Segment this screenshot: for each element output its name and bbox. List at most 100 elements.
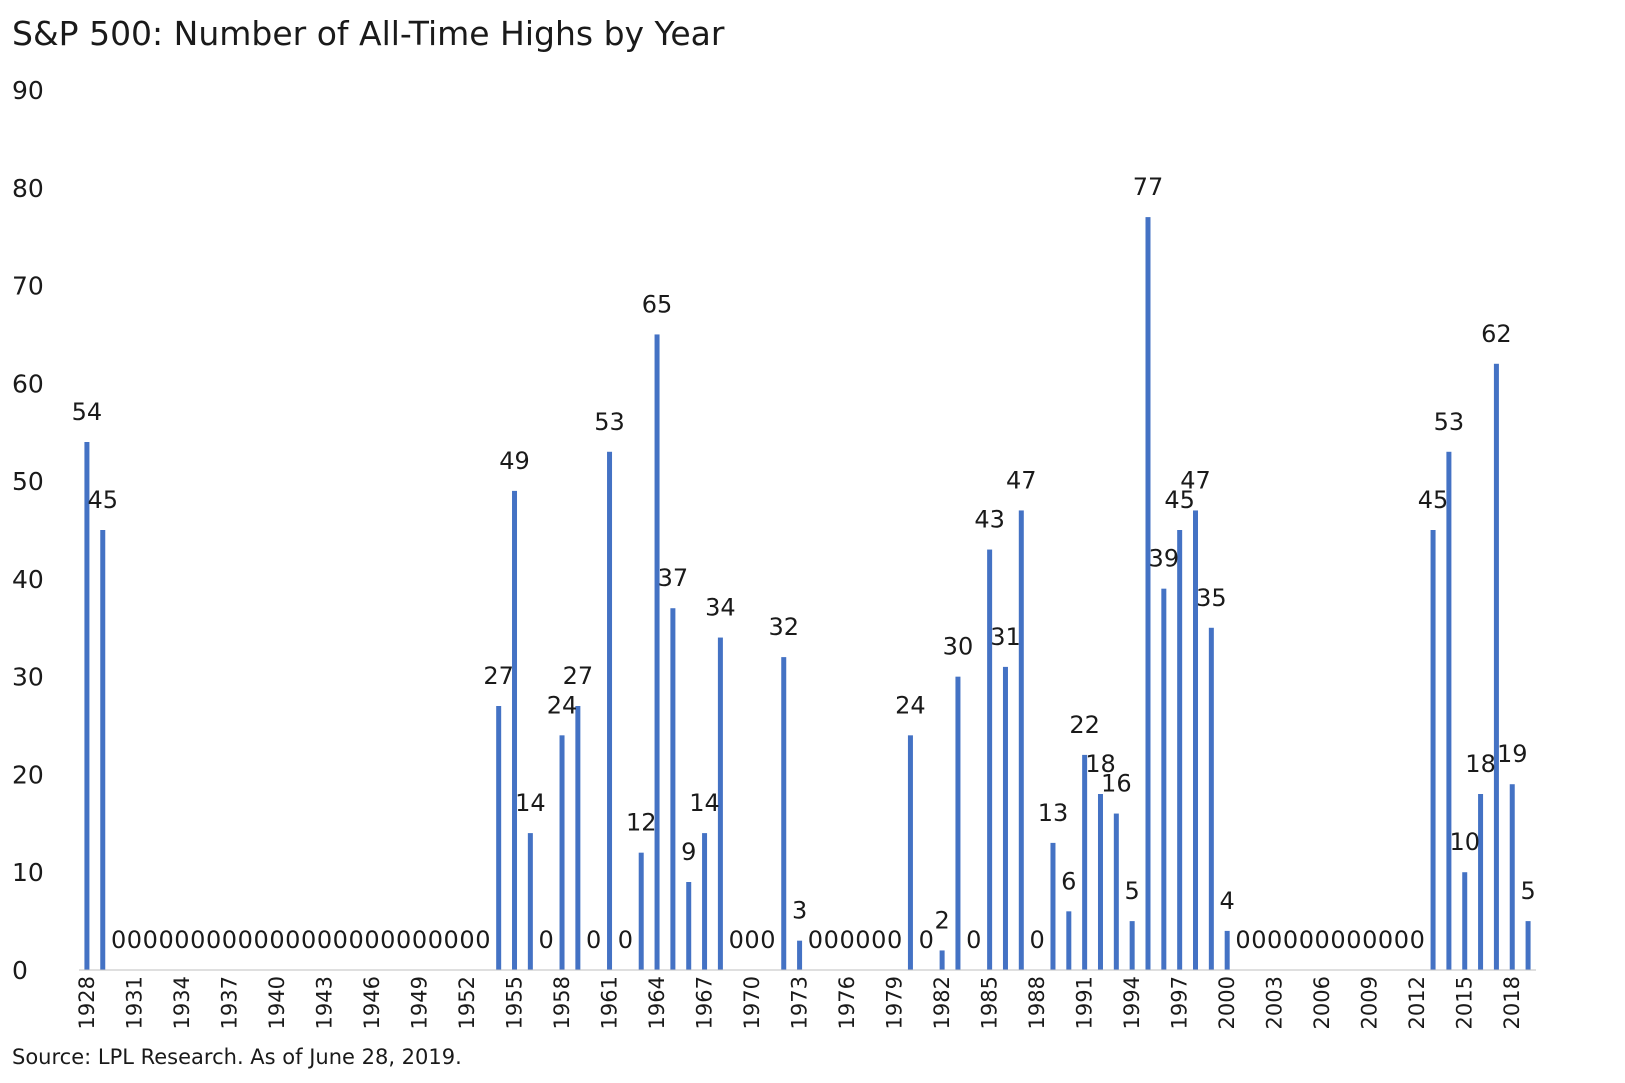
bar: [670, 608, 676, 970]
data-label: 0: [1330, 926, 1345, 954]
data-label: 0: [855, 926, 870, 954]
data-label: 31: [990, 623, 1021, 651]
data-label: 49: [499, 447, 530, 475]
x-tick-label: 1943: [312, 976, 336, 1029]
source-note: Source: LPL Research. As of June 28, 201…: [12, 1045, 462, 1069]
data-label: 0: [1315, 926, 1330, 954]
data-label: 0: [1378, 926, 1393, 954]
data-label: 3: [792, 897, 807, 925]
bar: [702, 833, 708, 970]
bar: [559, 735, 565, 970]
data-label: 54: [72, 398, 103, 426]
bar: [1066, 911, 1072, 970]
bar: [1509, 784, 1515, 970]
bar: [987, 549, 993, 970]
x-tick-label: 1952: [455, 976, 479, 1029]
x-tick-label: 2006: [1310, 976, 1334, 1029]
y-tick-label: 60: [12, 369, 44, 398]
data-label: 0: [744, 926, 759, 954]
data-label: 27: [483, 662, 514, 690]
bars: [84, 217, 1531, 971]
x-tick-label: 1994: [1120, 976, 1144, 1029]
x-tick-label: 1931: [122, 976, 146, 1029]
data-label: 12: [626, 809, 657, 837]
data-label: 0: [729, 926, 744, 954]
data-label: 9: [681, 838, 696, 866]
data-label: 0: [475, 926, 490, 954]
data-label: 6: [1061, 867, 1076, 895]
x-tick-label: 2012: [1405, 976, 1429, 1029]
x-tick-label: 1973: [788, 976, 812, 1029]
data-label: 77: [1133, 173, 1164, 201]
bar: [1208, 627, 1214, 970]
data-label: 0: [253, 926, 268, 954]
bar: [84, 442, 90, 970]
data-label: 0: [127, 926, 142, 954]
data-label: 22: [1069, 711, 1100, 739]
x-tick-label: 1958: [550, 976, 574, 1029]
bar: [797, 940, 803, 970]
data-label: 0: [222, 926, 237, 954]
data-label: 34: [705, 594, 736, 622]
data-label: 39: [1149, 545, 1180, 573]
data-label: 43: [974, 506, 1005, 534]
bar: [955, 676, 961, 970]
x-tick-label: 1934: [170, 976, 194, 1029]
bar: [939, 950, 945, 970]
x-tick-label: 1967: [693, 976, 717, 1029]
bar: [1525, 921, 1531, 970]
data-label: 0: [966, 926, 981, 954]
data-label: 0: [206, 926, 221, 954]
y-tick-label: 90: [12, 76, 44, 105]
data-label: 0: [1251, 926, 1266, 954]
data-label: 0: [349, 926, 364, 954]
y-tick-label: 0: [12, 956, 28, 985]
data-label: 0: [459, 926, 474, 954]
data-label: 0: [1299, 926, 1314, 954]
y-tick-label: 50: [12, 467, 44, 496]
x-axis: 1928 1931 1934 1937 1940 1943 1946 1949 1952 1955…: [75, 976, 1524, 1029]
data-label: 27: [563, 662, 594, 690]
data-label: 0: [174, 926, 189, 954]
data-label: 45: [1418, 486, 1449, 514]
data-label: 19: [1497, 740, 1528, 768]
data-label: 30: [943, 633, 974, 661]
bar: [1161, 588, 1167, 970]
data-label: 0: [444, 926, 459, 954]
data-label: 45: [87, 486, 118, 514]
data-label: 0: [1410, 926, 1425, 954]
data-label: 53: [1434, 408, 1465, 436]
data-label: 0: [839, 926, 854, 954]
y-tick-label: 20: [12, 760, 44, 789]
bar: [1050, 842, 1056, 970]
data-label: 0: [824, 926, 839, 954]
data-label: 18: [1085, 750, 1116, 778]
data-label: 0: [190, 926, 205, 954]
data-label: 0: [1235, 926, 1250, 954]
y-tick-label: 80: [12, 174, 44, 203]
x-tick-label: 1937: [217, 976, 241, 1029]
x-tick-label: 1979: [883, 976, 907, 1029]
data-label: 0: [919, 926, 934, 954]
data-label: 53: [594, 408, 625, 436]
bar: [1224, 930, 1230, 970]
data-label: 5: [1125, 877, 1140, 905]
bar: [1446, 451, 1452, 970]
x-tick-label: 1940: [265, 976, 289, 1029]
x-tick-label: 2015: [1453, 976, 1477, 1029]
bar: [1430, 530, 1436, 970]
data-label: 0: [158, 926, 173, 954]
bar: [512, 490, 518, 970]
bar: [1018, 510, 1024, 970]
data-label: 0: [760, 926, 775, 954]
bar: [1462, 872, 1468, 970]
data-label: 47: [1006, 466, 1037, 494]
data-label: 0: [586, 926, 601, 954]
data-label: 5: [1520, 877, 1535, 905]
bar: [1113, 813, 1119, 970]
x-tick-label: 1988: [1025, 976, 1049, 1029]
bar: [575, 706, 581, 970]
data-label: 16: [1101, 770, 1132, 798]
data-label: 0: [301, 926, 316, 954]
data-label: 0: [269, 926, 284, 954]
